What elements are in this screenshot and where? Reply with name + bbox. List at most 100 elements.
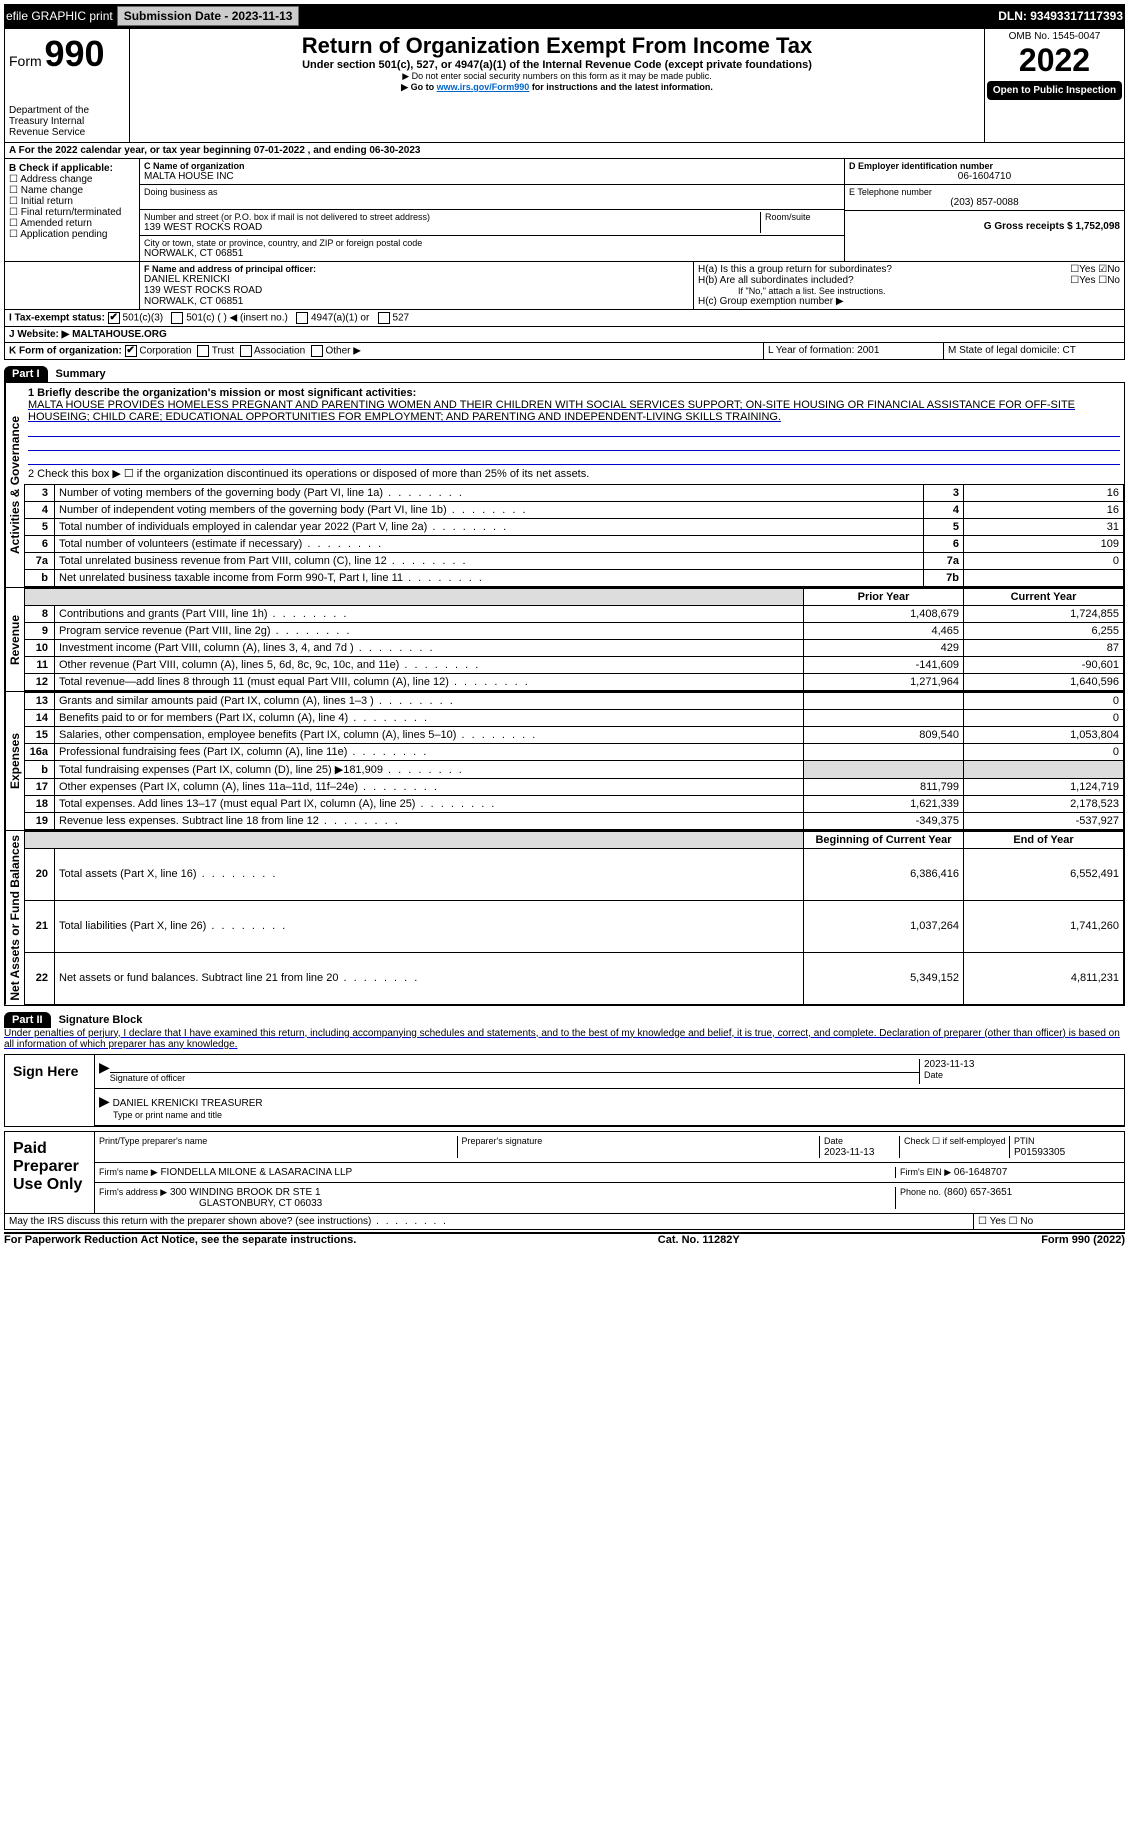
date-label: Date <box>924 1070 943 1080</box>
dba-label: Doing business as <box>144 187 840 197</box>
dln-label: DLN: 93493317117393 <box>998 9 1123 23</box>
line-box: 5 <box>924 519 964 536</box>
type-name-label: Type or print name and title <box>113 1110 222 1120</box>
line-desc: Total expenses. Add lines 13–17 (must eq… <box>55 796 804 813</box>
footer-left: For Paperwork Reduction Act Notice, see … <box>4 1234 356 1246</box>
tax-year: 2022 <box>987 42 1122 79</box>
line-desc: Grants and similar amounts paid (Part IX… <box>55 693 804 710</box>
current-value: 0 <box>964 693 1124 710</box>
firm-phone: (860) 657-3651 <box>944 1187 1012 1198</box>
firm-name-label: Firm's name ▶ <box>99 1167 158 1177</box>
netassets-table: Beginning of Current YearEnd of Year 20T… <box>24 831 1124 1005</box>
prior-value: 1,408,679 <box>804 606 964 623</box>
irs-link[interactable]: www.irs.gov/Form990 <box>437 82 530 92</box>
firm-ein: 06-1648707 <box>954 1167 1007 1178</box>
line-no: 7a <box>25 553 55 570</box>
line-no: b <box>25 570 55 587</box>
line-desc: Contributions and grants (Part VIII, lin… <box>55 606 804 623</box>
prior-value: 1,621,339 <box>804 796 964 813</box>
section-fh: F Name and address of principal officer:… <box>4 262 1125 310</box>
prior-value: -349,375 <box>804 813 964 830</box>
ptin-label: PTIN <box>1014 1136 1035 1146</box>
line-no: 14 <box>25 710 55 727</box>
open-public-badge: Open to Public Inspection <box>987 81 1122 100</box>
street-value: 139 WEST ROCKS ROAD <box>144 222 760 233</box>
firm-addr1: 300 WINDING BROOK DR STE 1 <box>170 1187 321 1198</box>
chk-corp[interactable] <box>125 345 137 357</box>
room-label: Room/suite <box>760 212 840 233</box>
line-no: 15 <box>25 727 55 744</box>
form-label: Form <box>9 53 42 69</box>
chk-501c[interactable] <box>171 312 183 324</box>
prior-value <box>804 710 964 727</box>
h-note: If "No," attach a list. See instructions… <box>698 286 1120 296</box>
firm-addr2: GLASTONBURY, CT 06033 <box>199 1198 322 1209</box>
section-klm: K Form of organization: Corporation Trus… <box>4 343 1125 360</box>
prior-value: 429 <box>804 640 964 657</box>
h-b: H(b) Are all subordinates included? ☐Yes… <box>698 275 1120 286</box>
prep-name-label: Print/Type preparer's name <box>99 1136 207 1146</box>
check-self-employed[interactable]: Check ☐ if self-employed <box>900 1136 1010 1158</box>
opt-final-return[interactable]: ☐ Final return/terminated <box>9 207 135 218</box>
paid-preparer-block: Paid Preparer Use Only Print/Type prepar… <box>4 1131 1125 1214</box>
discuss-row: May the IRS discuss this return with the… <box>4 1214 1125 1230</box>
line-desc: Net assets or fund balances. Subtract li… <box>55 952 804 1004</box>
officer-name: DANIEL KRENICKI <box>144 274 689 285</box>
line-desc: Net unrelated business taxable income fr… <box>55 570 924 587</box>
footer-mid: Cat. No. 11282Y <box>658 1234 740 1246</box>
side-revenue: Revenue <box>5 588 24 691</box>
website-label: J Website: ▶ <box>9 329 69 340</box>
chk-527[interactable] <box>378 312 390 324</box>
opt-address-change[interactable]: ☐ Address change <box>9 174 135 185</box>
prior-value: -141,609 <box>804 657 964 674</box>
opt-pending[interactable]: ☐ Application pending <box>9 229 135 240</box>
line-desc: Benefits paid to or for members (Part IX… <box>55 710 804 727</box>
part1-netassets: Net Assets or Fund Balances Beginning of… <box>4 831 1125 1006</box>
current-value: 6,552,491 <box>964 849 1124 901</box>
city-label: City or town, state or province, country… <box>144 238 840 248</box>
current-value: 2,178,523 <box>964 796 1124 813</box>
line-no: 12 <box>25 674 55 691</box>
form-number: 990 <box>44 33 104 74</box>
opt-initial-return[interactable]: ☐ Initial return <box>9 196 135 207</box>
firm-ein-label: Firm's EIN ▶ <box>900 1167 951 1177</box>
h-c: H(c) Group exemption number ▶ <box>698 296 1120 307</box>
prior-value: 4,465 <box>804 623 964 640</box>
officer-street: 139 WEST ROCKS ROAD <box>144 285 689 296</box>
efile-label: efile GRAPHIC print <box>6 9 113 23</box>
form-header: Form 990 Department of the Treasury Inte… <box>4 28 1125 143</box>
part1-revenue: Revenue Prior YearCurrent Year 8Contribu… <box>4 588 1125 692</box>
opt-amended[interactable]: ☐ Amended return <box>9 218 135 229</box>
prior-value <box>804 693 964 710</box>
line-no: 18 <box>25 796 55 813</box>
current-value: 0 <box>964 710 1124 727</box>
line-desc: Total number of volunteers (estimate if … <box>55 536 924 553</box>
prior-value: 811,799 <box>804 779 964 796</box>
chk-501c3[interactable] <box>108 312 120 324</box>
chk-4947[interactable] <box>296 312 308 324</box>
line-no: 9 <box>25 623 55 640</box>
line-no: 22 <box>25 952 55 1004</box>
current-value: 6,255 <box>964 623 1124 640</box>
note-link: ▶ Go to www.irs.gov/Form990 for instruct… <box>134 82 980 93</box>
opt-name-change[interactable]: ☐ Name change <box>9 185 135 196</box>
section-i: I Tax-exempt status: 501(c)(3) 501(c) ( … <box>4 310 1125 327</box>
side-expenses: Expenses <box>5 692 24 830</box>
prep-date-label: Date <box>824 1136 843 1146</box>
discuss-yesno[interactable]: ☐ Yes ☐ No <box>974 1214 1124 1229</box>
officer-name-title: DANIEL KRENICKI TREASURER <box>113 1098 263 1109</box>
prior-value: 1,037,264 <box>804 900 964 952</box>
current-value: 1,124,719 <box>964 779 1124 796</box>
line-desc: Salaries, other compensation, employee b… <box>55 727 804 744</box>
col-end: End of Year <box>964 832 1124 849</box>
period-line: A For the 2022 calendar year, or tax yea… <box>5 143 1124 158</box>
line-desc: Other expenses (Part IX, column (A), lin… <box>55 779 804 796</box>
chk-trust[interactable] <box>197 345 209 357</box>
year-formation: L Year of formation: 2001 <box>764 343 944 359</box>
submission-date-button[interactable]: Submission Date - 2023-11-13 <box>117 6 300 26</box>
current-value: -537,927 <box>964 813 1124 830</box>
chk-assoc[interactable] <box>240 345 252 357</box>
chk-other[interactable] <box>311 345 323 357</box>
line-value: 16 <box>964 502 1124 519</box>
prep-date-val: 2023-11-13 <box>824 1147 874 1158</box>
